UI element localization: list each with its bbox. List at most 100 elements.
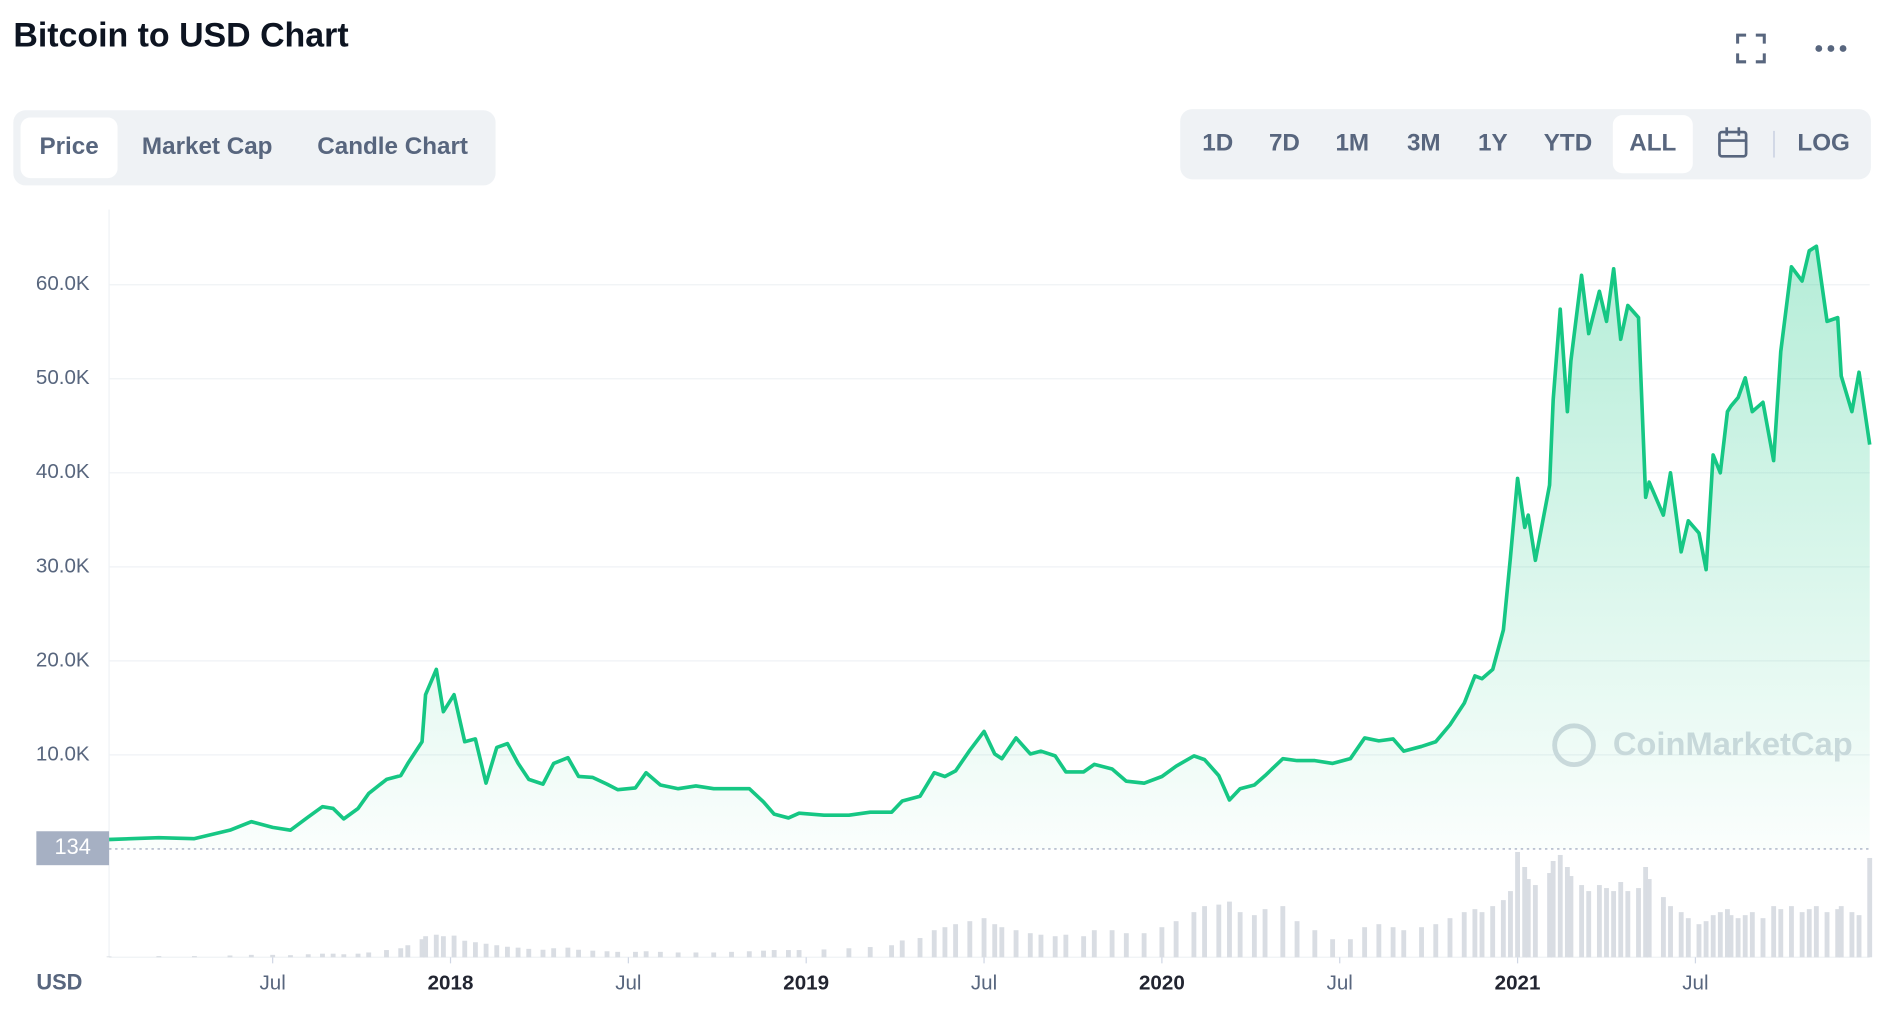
marker-label: 134 — [55, 834, 91, 859]
volume-bar — [771, 950, 777, 958]
volume-bar — [330, 953, 336, 958]
volume-bar — [440, 936, 446, 958]
volume-bar — [1760, 918, 1766, 958]
volume-bar — [1479, 912, 1485, 958]
volume-bar — [1604, 888, 1609, 958]
volume-bar — [1052, 936, 1058, 958]
x-tick-label: Jul — [971, 971, 997, 994]
volume-bar — [1532, 885, 1538, 958]
volume-bar — [1447, 918, 1453, 958]
volume-bar — [1280, 906, 1286, 958]
unit-label: USD — [36, 970, 82, 995]
more-icon[interactable] — [1815, 45, 1847, 52]
volume-bar — [355, 953, 361, 958]
volume-bar — [305, 954, 311, 958]
volume-bar — [711, 952, 717, 958]
volume-bar — [1294, 921, 1300, 958]
volume-bar — [270, 954, 276, 958]
tab-label[interactable]: Market Cap — [142, 133, 273, 160]
range-button[interactable]: YTD — [1544, 130, 1592, 157]
range-active-bg — [1612, 115, 1693, 174]
range-button[interactable]: 3M — [1407, 130, 1441, 157]
volume-bar — [1568, 876, 1574, 958]
volume-bar — [526, 948, 532, 958]
volume-bar — [1806, 909, 1812, 958]
volume-bar — [1063, 934, 1069, 958]
volume-bar — [565, 947, 571, 958]
volume-bar — [633, 951, 638, 958]
volume-bar — [1159, 927, 1165, 958]
range-button[interactable]: 1D — [1202, 130, 1233, 157]
volume-bar — [1173, 921, 1179, 958]
fullscreen-icon[interactable] — [1736, 33, 1766, 64]
volume-bar — [1867, 857, 1873, 958]
x-tick-label: Jul — [1327, 971, 1353, 994]
range-button[interactable]: 7D — [1269, 130, 1300, 157]
tab-label[interactable]: Candle Chart — [317, 133, 468, 160]
volume-bar — [917, 938, 923, 958]
volume-bar — [1778, 909, 1784, 958]
volume-bar — [643, 951, 649, 958]
volume-bar — [1596, 885, 1602, 958]
volume-bar — [931, 930, 937, 958]
volume-bar — [1735, 918, 1741, 958]
volume-bar — [451, 935, 457, 958]
volume-bar — [1586, 891, 1592, 958]
volume-bar — [967, 921, 973, 958]
volume-bar — [1330, 939, 1336, 958]
range-button[interactable]: 1M — [1335, 130, 1369, 157]
volume-bar — [1525, 879, 1531, 958]
volume-bar — [1515, 851, 1520, 958]
volume-bar — [1237, 912, 1243, 958]
volume-bar — [785, 950, 791, 958]
marker-box — [36, 831, 110, 866]
range-group — [1180, 109, 1871, 180]
y-tick-label: 60.0K — [36, 272, 90, 295]
y-tick-label: 10.0K — [36, 742, 90, 765]
volume-bar — [1216, 904, 1222, 958]
x-tick-label: 2019 — [783, 971, 829, 994]
volume-bar — [1202, 906, 1207, 958]
volume-bar — [1728, 915, 1734, 958]
volume-bar — [433, 934, 439, 958]
volume-bar — [999, 927, 1005, 958]
volume-bar — [693, 952, 699, 958]
volume-bar — [1123, 933, 1129, 958]
volume-bar — [1508, 891, 1513, 958]
x-tick-label: Jul — [260, 971, 286, 994]
volume-bar — [1771, 906, 1777, 958]
range-button[interactable]: ALL — [1629, 130, 1676, 157]
volume-bar — [1362, 927, 1368, 958]
tab-label[interactable]: Price — [39, 133, 98, 160]
x-tick-label: 2020 — [1139, 971, 1185, 994]
volume-bar — [867, 947, 873, 958]
volume-bar — [1262, 909, 1268, 958]
volume-bar — [515, 947, 521, 958]
volume-bar — [1013, 930, 1019, 958]
volume-bar — [540, 949, 546, 958]
volume-bar — [1557, 854, 1563, 958]
volume-bar — [1564, 867, 1570, 958]
volume-bar — [942, 927, 948, 958]
volume-bar — [1191, 912, 1197, 958]
log-button[interactable]: LOG — [1797, 130, 1849, 157]
volume-bar — [1625, 891, 1631, 958]
volume-bar — [1618, 882, 1624, 958]
x-tick-label: 2018 — [428, 971, 474, 994]
x-tick-label: Jul — [615, 971, 641, 994]
volume-bar — [1725, 909, 1730, 958]
x-tick-label: Jul — [1682, 971, 1708, 994]
range-button[interactable]: 1Y — [1478, 130, 1508, 157]
volume-bar — [729, 951, 734, 958]
y-tick-label: 50.0K — [36, 366, 90, 389]
volume-bar — [1091, 930, 1097, 958]
calendar-icon[interactable] — [1718, 127, 1748, 158]
volume-bar — [1685, 918, 1691, 958]
volume-bar — [1038, 934, 1044, 958]
volume-bar — [604, 951, 610, 958]
y-tick-label: 20.0K — [36, 648, 90, 671]
volume-bar — [1081, 936, 1087, 958]
volume-bar — [1717, 912, 1723, 958]
y-tick-label: 30.0K — [36, 554, 90, 577]
